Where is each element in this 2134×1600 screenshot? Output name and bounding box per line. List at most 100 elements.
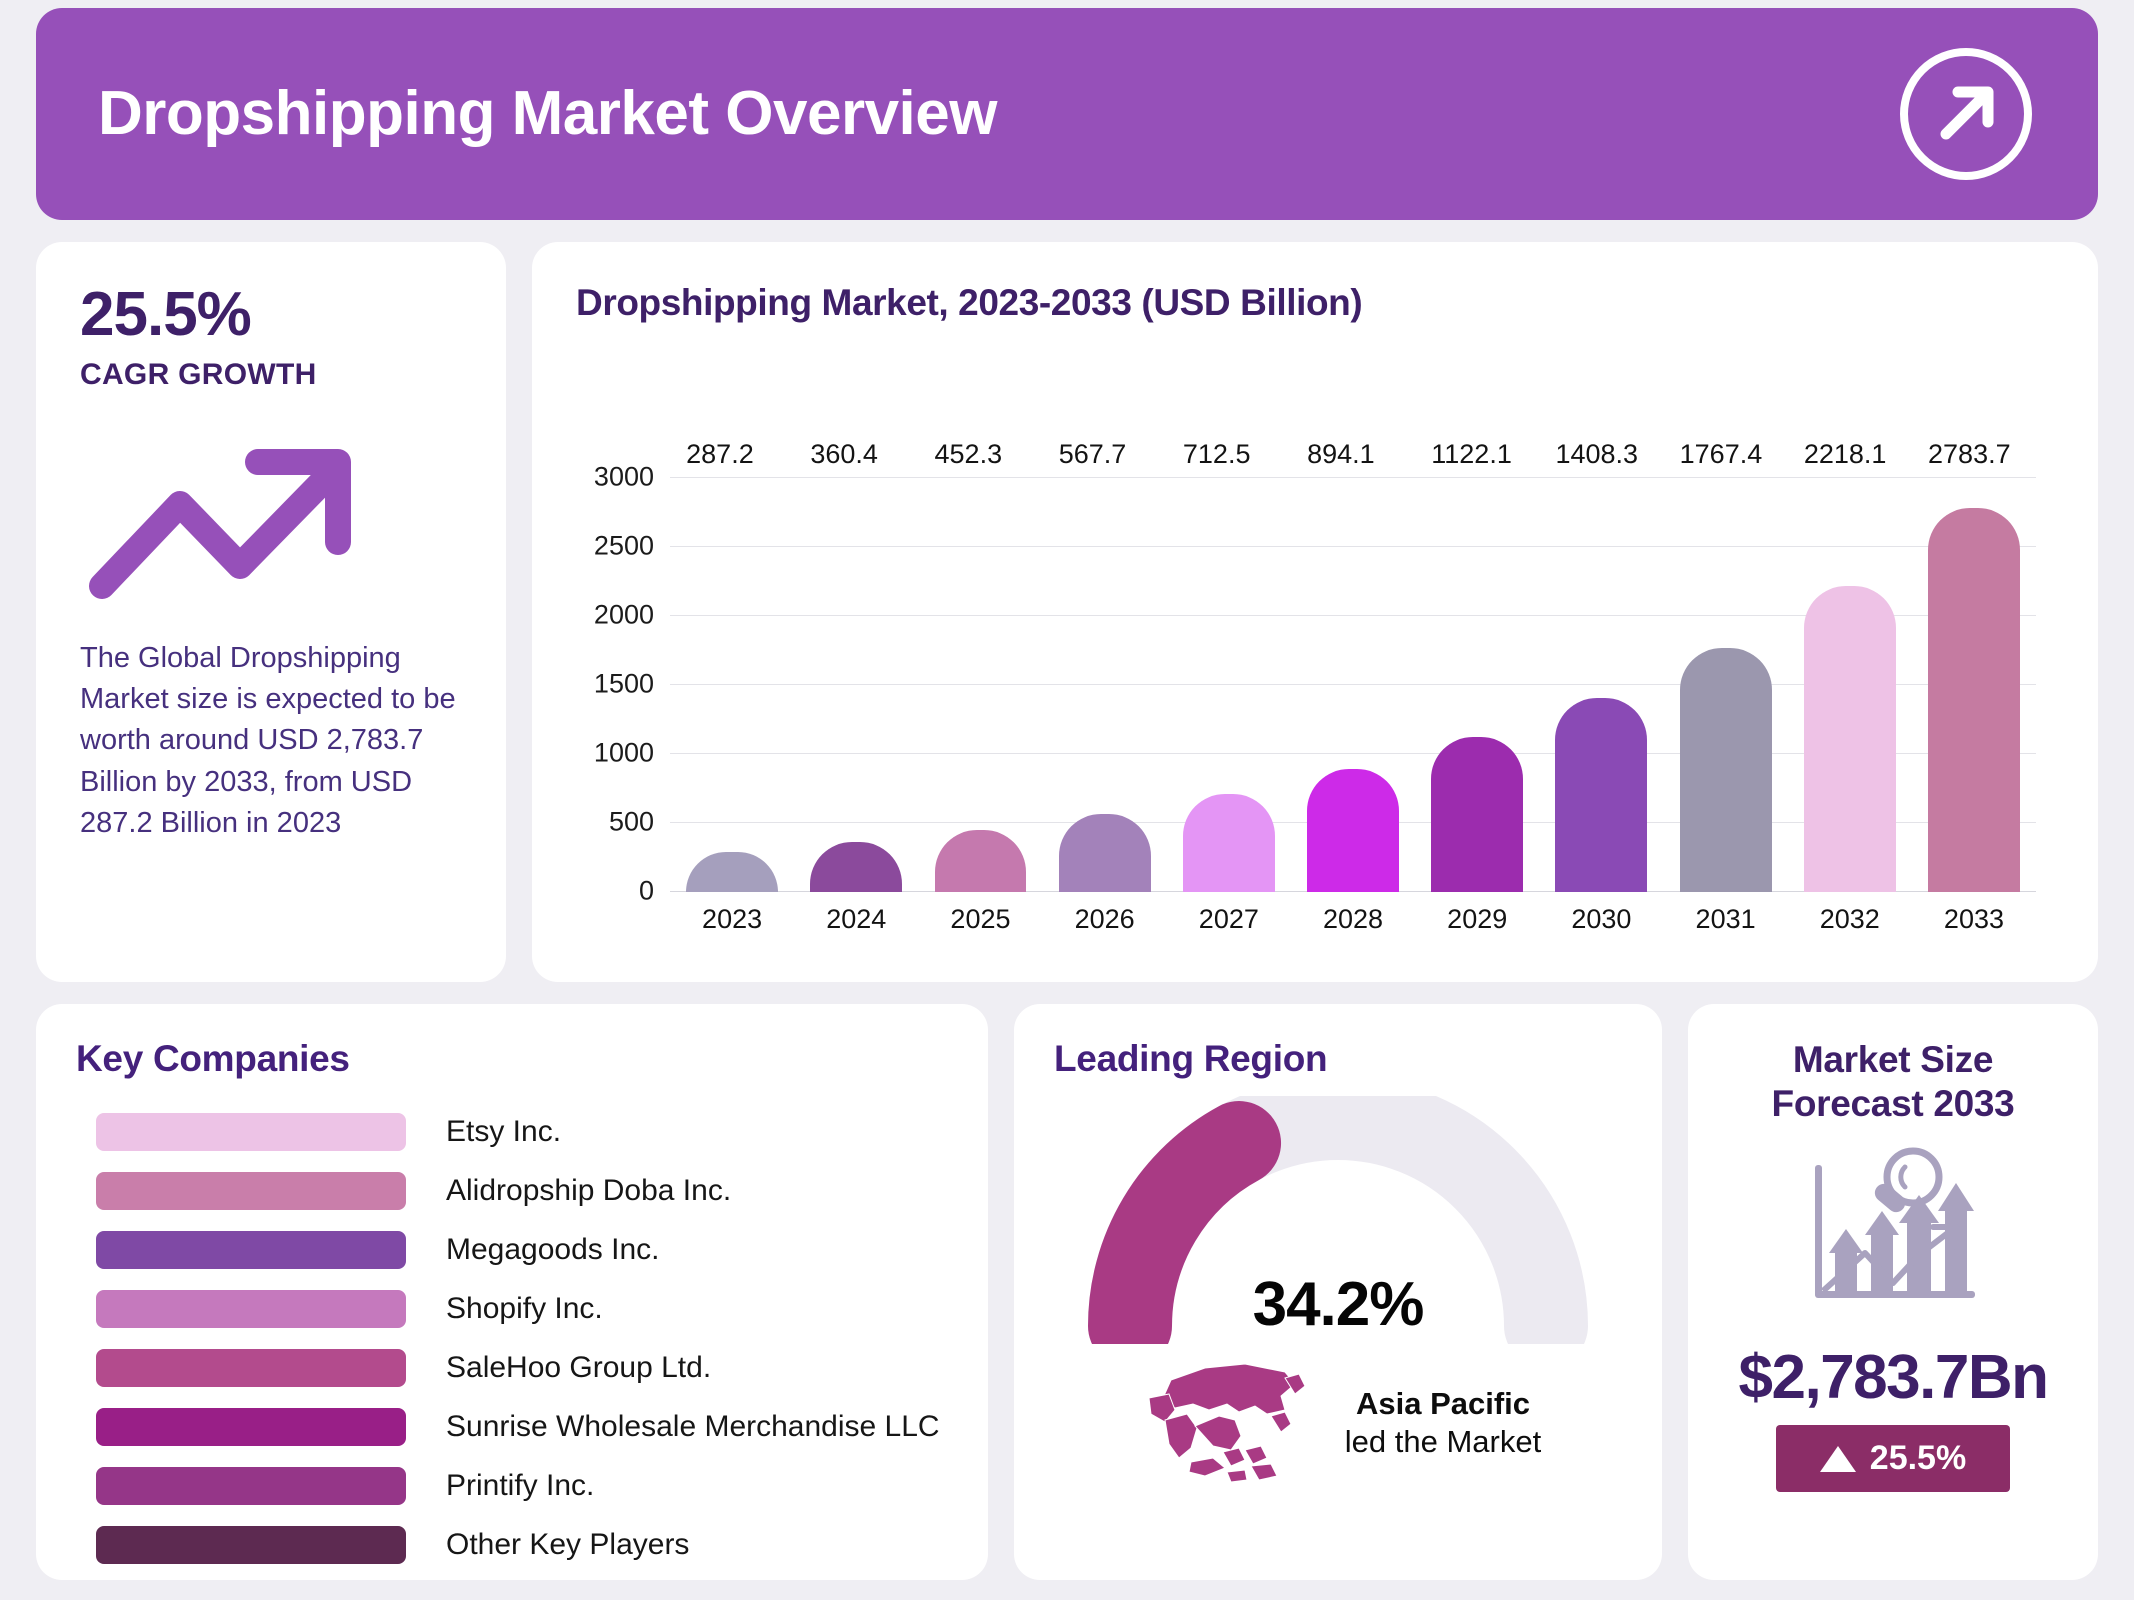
row-secondary: Key Companies Etsy Inc. Alidropship Doba … <box>36 1004 2098 1580</box>
chart-bar-value-label: 1767.4 <box>1679 439 1763 469</box>
company-list-item[interactable]: Sunrise Wholesale Merchandise LLC <box>76 1397 948 1456</box>
chart-x-tick-label: 2032 <box>1819 904 1880 934</box>
chart-x-tick-label: 2024 <box>826 904 887 934</box>
chart-gridline: 2500 <box>594 531 2036 561</box>
company-list-item[interactable]: Shopify Inc. <box>76 1279 948 1338</box>
chart-bar[interactable]: 1767.4 <box>1679 439 1772 892</box>
chart-bar[interactable]: 712.5 <box>1182 439 1275 892</box>
chart-y-tick-label: 500 <box>608 806 654 837</box>
chart-x-tick-label: 2026 <box>1074 904 1135 934</box>
chart-x-tick-label: 2023 <box>702 904 763 934</box>
page-title: Dropshipping Market Overview <box>98 79 998 149</box>
chart-gridline: 3000 <box>594 462 2036 492</box>
company-list-item[interactable]: Printify Inc. <box>76 1456 948 1515</box>
cagr-value: 25.5% <box>80 280 252 349</box>
company-list: Etsy Inc. Alidropship Doba Inc. Megagoods … <box>76 1102 948 1574</box>
chart-bar[interactable]: 894.1 <box>1307 439 1399 892</box>
chart-y-tick-label: 1500 <box>593 668 654 699</box>
leading-region-title: Leading Region <box>1054 1038 1328 1079</box>
company-name: Shopify Inc. <box>446 1291 603 1325</box>
company-name: Printify Inc. <box>446 1468 595 1502</box>
cagr-description: The Global Dropshipping Market size is e… <box>80 642 456 839</box>
chart-x-tick-label: 2027 <box>1198 904 1259 934</box>
chart-bar[interactable]: 287.2 <box>686 439 779 892</box>
company-list-item[interactable]: SaleHoo Group Ltd. <box>76 1338 948 1397</box>
chart-bar-value-label: 1122.1 <box>1431 439 1512 469</box>
chart-bar-value-label: 2783.7 <box>1928 439 2011 469</box>
chart-x-tick-label: 2029 <box>1447 904 1508 934</box>
chart-plot-area: 0 500 1000 1500 2000 2500 3000 287.2 2023 360.4 20… <box>576 380 2054 952</box>
chart-y-tick-label: 2000 <box>593 599 654 630</box>
company-color-swatch <box>96 1112 406 1151</box>
chart-bar-group[interactable]: 712.5 2027 <box>1167 439 1291 934</box>
region-summary: Asia Pacific led the Market <box>1054 1354 1622 1491</box>
chart-bar-value-label: 712.5 <box>1182 439 1251 469</box>
chart-bars: 287.2 2023 360.4 2024 452.3 2025 567.7 2026 712.… <box>670 439 2036 934</box>
chart-bar[interactable]: 452.3 <box>934 439 1027 892</box>
company-list-item[interactable]: Other Key Players <box>76 1515 948 1574</box>
chart-bar-value-label: 452.3 <box>934 439 1003 469</box>
chart-bar[interactable]: 567.7 <box>1058 439 1151 892</box>
chart-bar-group[interactable]: 1408.3 2030 <box>1539 439 1663 934</box>
chart-bar[interactable]: 1122.1 <box>1431 439 1524 892</box>
chart-bar-value-label: 360.4 <box>810 439 878 469</box>
cagr-label: CAGR GROWTH <box>80 358 317 391</box>
chart-bar-value-label: 2218.1 <box>1803 439 1887 469</box>
market-size-forecast-card: Market Size Forecast 2033 <box>1688 1004 2098 1580</box>
chart-bar-group[interactable]: 567.7 2026 <box>1043 439 1167 934</box>
chart-plot: 0 500 1000 1500 2000 2500 3000 287.2 2023 360.4 20… <box>594 439 2036 934</box>
arrow-up-right-circle-icon[interactable] <box>1896 44 2036 184</box>
company-name: SaleHoo Group Ltd. <box>446 1350 712 1384</box>
forecast-growth-badge: 25.5% <box>1775 1425 2011 1493</box>
chart-gridline: 1500 <box>594 669 2036 699</box>
region-name: Asia Pacific <box>1355 1385 1531 1421</box>
chart-bar[interactable]: 360.4 <box>810 439 903 892</box>
chart-y-tick-label: 3000 <box>593 461 654 492</box>
leading-region-card: Leading Region 34.2% <box>1014 1004 1662 1580</box>
company-color-swatch <box>96 1525 406 1564</box>
company-list-item[interactable]: Etsy Inc. <box>76 1102 948 1161</box>
company-list-item[interactable]: Alidropship Doba Inc. <box>76 1161 948 1220</box>
company-list-item[interactable]: Megagoods Inc. <box>76 1220 948 1279</box>
chart-y-tick-label: 1000 <box>593 737 654 768</box>
chart-bar-group[interactable]: 2218.1 2032 <box>1788 439 1912 934</box>
chart-y-tick-label: 2500 <box>593 530 654 561</box>
forecast-title-line1: Market Size <box>1792 1039 1994 1080</box>
growth-chart-magnifier-icon <box>1793 1141 1993 1326</box>
chart-bar-group[interactable]: 360.4 2024 <box>794 439 918 934</box>
chart-bar-group[interactable]: 894.1 2028 <box>1291 439 1415 934</box>
asia-pacific-map-icon <box>1135 1354 1311 1491</box>
company-name: Alidropship Doba Inc. <box>446 1173 732 1207</box>
chart-gridline: 1000 <box>594 738 2036 768</box>
company-name: Sunrise Wholesale Merchandise LLC <box>446 1409 940 1443</box>
company-color-swatch <box>96 1171 406 1210</box>
forecast-badge-text: 25.5% <box>1869 1439 1967 1478</box>
chart-bar-value-label: 1408.3 <box>1555 439 1639 469</box>
company-name: Other Key Players <box>446 1527 690 1561</box>
chart-bar-group[interactable]: 452.3 2025 <box>918 439 1042 934</box>
company-color-swatch <box>96 1348 406 1387</box>
forecast-title: Market Size Forecast 2033 <box>1772 1038 2015 1125</box>
chart-bar[interactable]: 2783.7 <box>1928 439 2020 892</box>
chart-bar[interactable]: 1408.3 <box>1555 439 1648 892</box>
chart-x-tick-label: 2033 <box>1943 904 2004 934</box>
chart-gridline: 2000 <box>594 600 2036 630</box>
key-companies-card: Key Companies Etsy Inc. Alidropship Doba … <box>36 1004 988 1580</box>
chart-bar-group[interactable]: 1767.4 2031 <box>1664 439 1788 934</box>
region-share-value: 34.2% <box>1252 1270 1425 1339</box>
chart-x-tick-label: 2025 <box>950 904 1011 934</box>
row-primary: 25.5% CAGR GROWTH The Global Dropshippin… <box>36 242 2098 982</box>
chart-bar-group[interactable]: 2783.7 2033 <box>1912 439 2036 934</box>
region-text-block: Asia Pacific led the Market <box>1345 1386 1541 1460</box>
trending-up-arrow-icon <box>80 428 462 618</box>
company-name: Etsy Inc. <box>446 1114 562 1148</box>
chart-x-tick-label: 2031 <box>1695 904 1756 934</box>
infographic-page: Dropshipping Market Overview 25.5% CAGR … <box>0 8 2134 1600</box>
company-name: Megagoods Inc. <box>446 1232 660 1266</box>
chart-bar[interactable]: 2218.1 <box>1803 439 1896 892</box>
chart-x-tick-label: 2030 <box>1571 904 1632 934</box>
company-color-swatch <box>96 1230 406 1269</box>
market-chart-card: Dropshipping Market, 2023-2033 (USD Bill… <box>532 242 2098 982</box>
chart-bar-group[interactable]: 287.2 2023 <box>670 439 794 934</box>
chart-bar-group[interactable]: 1122.1 2029 <box>1415 439 1539 934</box>
